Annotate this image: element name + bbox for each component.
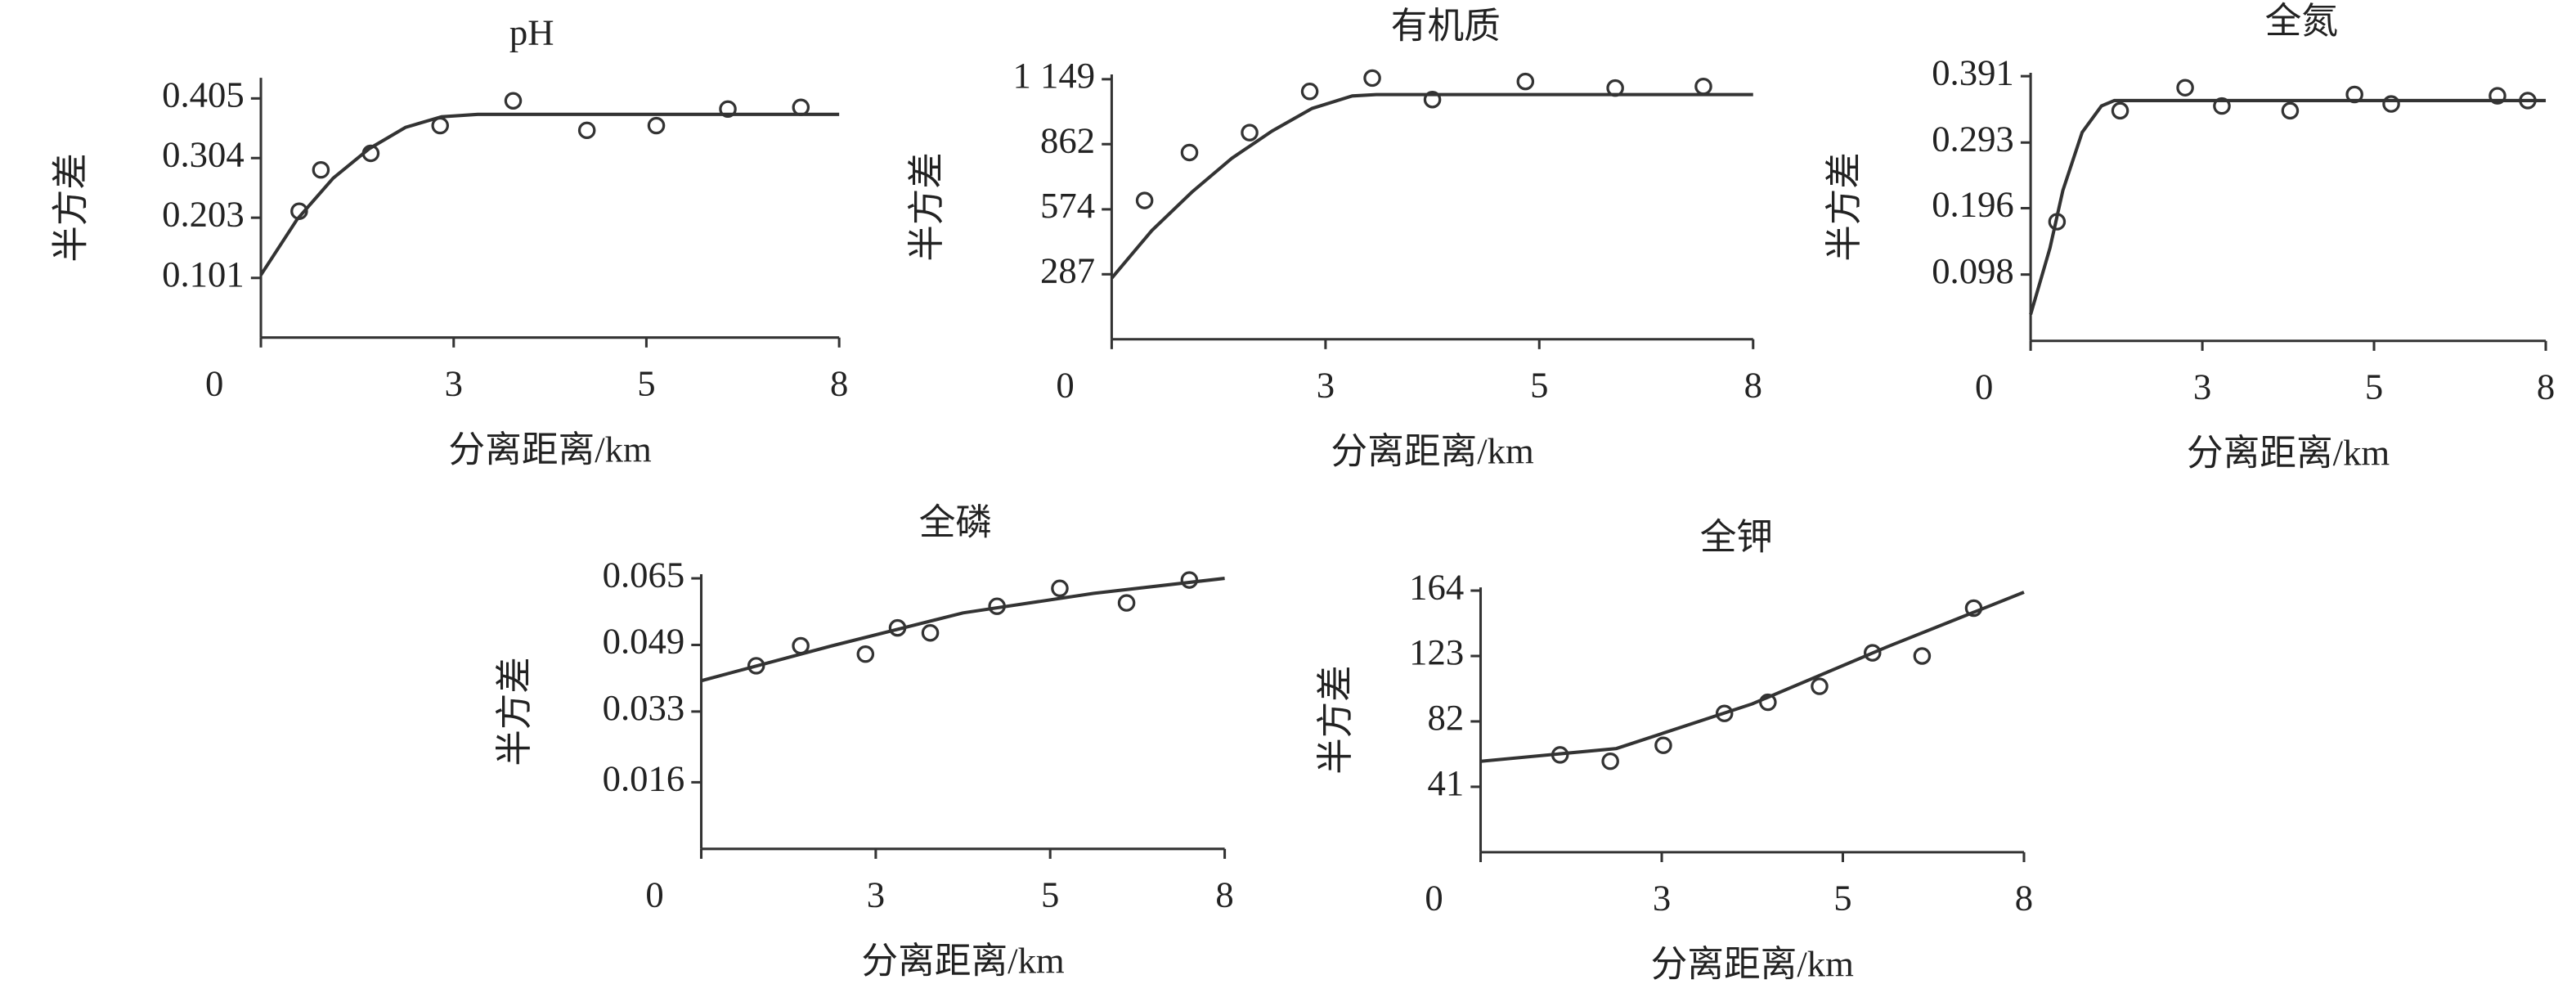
chart-title: 有机质 bbox=[1391, 6, 1501, 47]
y-tick-label: 862 bbox=[1040, 120, 1095, 161]
x-tick-label: 5 bbox=[1530, 365, 1548, 406]
y-tick-label: 0.065 bbox=[603, 554, 685, 595]
chart-title: 全钾 bbox=[1700, 517, 1773, 558]
data-point bbox=[2382, 95, 2400, 113]
y-axis-label: 半方差 bbox=[1824, 152, 1865, 261]
data-point bbox=[1601, 752, 1619, 771]
data-point bbox=[1715, 704, 1734, 722]
data-point bbox=[792, 636, 810, 655]
data-point bbox=[312, 160, 330, 179]
x-tick-label: 0 bbox=[1975, 366, 1993, 407]
x-tick-label: 3 bbox=[445, 363, 463, 404]
data-point bbox=[504, 92, 523, 110]
y-tick-label: 0.033 bbox=[603, 687, 685, 728]
x-axis-label: 分离距离/km bbox=[2187, 433, 2390, 474]
y-axis-label: 半方差 bbox=[51, 153, 92, 262]
data-point bbox=[1300, 83, 1319, 101]
y-tick-label: 164 bbox=[1409, 566, 1464, 607]
data-point bbox=[1051, 579, 1069, 598]
fit-curve bbox=[700, 577, 1225, 683]
data-point bbox=[1117, 594, 1136, 612]
x-tick-label: 0 bbox=[645, 874, 663, 915]
data-point bbox=[2111, 101, 2129, 120]
y-tick-label: 41 bbox=[1427, 762, 1464, 803]
x-tick-label: 8 bbox=[2537, 366, 2555, 407]
x-tick-label: 3 bbox=[1653, 878, 1671, 919]
data-point bbox=[2176, 79, 2194, 97]
y-axis-label: 半方差 bbox=[494, 657, 535, 766]
y-tick-label: 0.101 bbox=[162, 254, 245, 294]
y-tick-label: 574 bbox=[1040, 185, 1095, 226]
chart-title: 全氮 bbox=[2265, 1, 2338, 42]
y-tick-label: 0.016 bbox=[603, 758, 685, 799]
y-tick-label: 0.405 bbox=[162, 74, 245, 115]
x-tick-label: 3 bbox=[1317, 365, 1335, 406]
x-tick-label: 0 bbox=[1425, 878, 1443, 919]
chart-title: pH bbox=[509, 12, 554, 53]
data-point bbox=[921, 624, 940, 642]
data-point bbox=[2281, 101, 2300, 120]
data-point bbox=[1423, 91, 1442, 109]
fit-curve bbox=[1110, 92, 1753, 280]
data-point bbox=[1811, 677, 1829, 695]
y-tick-label: 0.203 bbox=[162, 193, 245, 234]
y-tick-label: 123 bbox=[1409, 631, 1464, 672]
y-tick-label: 0.293 bbox=[1932, 119, 2014, 160]
y-tick-label: 287 bbox=[1040, 250, 1095, 291]
data-point bbox=[2213, 97, 2231, 115]
x-tick-label: 8 bbox=[830, 363, 848, 404]
x-axis-label: 分离距离/km bbox=[448, 429, 651, 470]
x-tick-label: 0 bbox=[1056, 365, 1074, 406]
data-point bbox=[1241, 124, 1259, 142]
data-point bbox=[856, 645, 875, 663]
fit-curve bbox=[2029, 98, 2547, 316]
fit-curve bbox=[259, 112, 840, 276]
data-point bbox=[1759, 693, 1777, 712]
data-point bbox=[719, 100, 737, 119]
data-point bbox=[2488, 87, 2506, 105]
chart-title: 全磷 bbox=[919, 502, 992, 543]
y-tick-label: 82 bbox=[1427, 697, 1464, 738]
data-point bbox=[1180, 571, 1199, 589]
x-tick-label: 5 bbox=[1833, 878, 1851, 919]
data-point bbox=[577, 121, 596, 140]
y-axis-label: 半方差 bbox=[1315, 665, 1356, 774]
x-tick-label: 5 bbox=[637, 363, 655, 404]
x-axis-label: 分离距离/km bbox=[1651, 944, 1854, 985]
y-axis-label: 半方差 bbox=[906, 152, 947, 261]
data-point bbox=[1363, 69, 1381, 88]
data-point bbox=[1180, 143, 1199, 162]
x-tick-label: 5 bbox=[1041, 874, 1059, 915]
x-tick-label: 0 bbox=[205, 363, 223, 404]
y-tick-label: 1 149 bbox=[1013, 55, 1096, 96]
x-tick-label: 8 bbox=[1215, 874, 1233, 915]
data-point bbox=[1654, 736, 1672, 754]
x-tick-label: 8 bbox=[1744, 365, 1762, 406]
data-point bbox=[647, 116, 666, 135]
x-tick-label: 5 bbox=[2365, 366, 2383, 407]
panels: pH 分离距离/km 半方差 0.101 0.203 0.304 0.405 0 3 5 8 有机质分… bbox=[51, 1, 2556, 985]
fit-curve bbox=[1480, 591, 2025, 763]
y-tick-label: 0.196 bbox=[1932, 184, 2014, 225]
x-tick-label: 3 bbox=[867, 874, 885, 915]
y-tick-label: 0.049 bbox=[603, 621, 685, 662]
x-axis-label: 分离距离/km bbox=[861, 941, 1064, 982]
y-tick-label: 0.391 bbox=[1932, 52, 2014, 92]
x-tick-label: 8 bbox=[2015, 878, 2033, 919]
data-point bbox=[1913, 647, 1932, 665]
data-point bbox=[1863, 644, 1882, 662]
y-tick-label: 0.304 bbox=[162, 134, 245, 175]
data-point bbox=[1135, 191, 1154, 209]
data-point bbox=[1694, 77, 1712, 96]
data-point bbox=[792, 98, 810, 116]
x-tick-label: 3 bbox=[2193, 366, 2211, 407]
data-point bbox=[1516, 72, 1535, 91]
y-tick-label: 0.098 bbox=[1932, 250, 2014, 291]
x-axis-label: 分离距离/km bbox=[1331, 431, 1533, 472]
